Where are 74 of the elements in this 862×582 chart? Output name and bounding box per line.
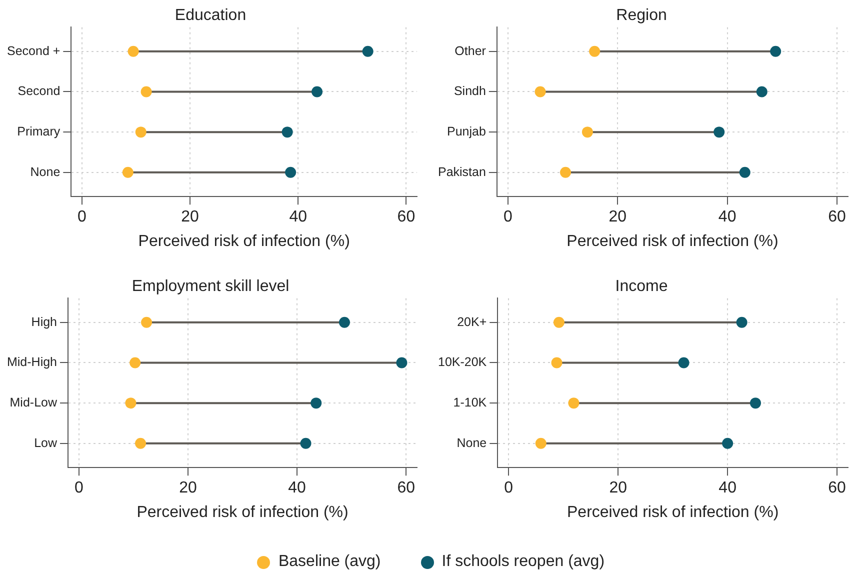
y-tick-label: Other <box>454 44 486 58</box>
y-tick-label: 20K+ <box>457 314 487 329</box>
y-tick-label: None <box>30 164 60 179</box>
point <box>750 398 761 409</box>
point <box>135 438 146 449</box>
point <box>125 398 136 409</box>
point <box>553 316 564 328</box>
x-tick-label: 60 <box>828 480 846 497</box>
point <box>338 316 350 328</box>
point <box>141 316 152 328</box>
y-tick-label: None <box>456 436 487 450</box>
y-tick-label: Punjab <box>447 124 486 139</box>
point <box>582 126 593 138</box>
y-tick-label: Pakistan <box>438 164 486 179</box>
point <box>560 166 572 178</box>
point <box>589 46 600 57</box>
x-tick-label: 60 <box>397 480 416 497</box>
point <box>770 46 782 57</box>
x-tick-label: 0 <box>503 208 512 226</box>
x-tick-label: 0 <box>74 480 84 497</box>
x-tick-label: 0 <box>504 480 514 497</box>
point <box>535 438 546 449</box>
y-tick-label: Sindh <box>454 84 486 98</box>
x-tick-label: 0 <box>78 208 87 226</box>
point <box>568 398 580 409</box>
y-tick-label: High <box>31 314 58 329</box>
chart-title: Region <box>616 7 667 24</box>
point <box>678 357 690 368</box>
point <box>739 166 750 178</box>
x-tick-label: 60 <box>828 208 846 226</box>
legend-label: If schools reopen (avg) <box>442 553 605 571</box>
y-tick-label: Mid-High <box>6 355 58 370</box>
point <box>282 126 293 138</box>
chart-title: Employment skill level <box>132 278 290 296</box>
x-tick-label: 40 <box>288 480 306 497</box>
chart-title: Education <box>174 7 246 24</box>
x-tick-label: 20 <box>609 480 628 497</box>
x-tick-label: 60 <box>397 208 416 226</box>
point <box>722 438 734 449</box>
point <box>714 126 725 138</box>
x-tick-label: 40 <box>289 208 308 226</box>
legend-label: Baseline (avg) <box>278 553 381 571</box>
x-axis-title: Perceived risk of infection (%) <box>567 504 779 521</box>
point <box>551 357 562 368</box>
x-tick-label: 20 <box>608 208 627 226</box>
y-tick-label: Low <box>34 436 58 450</box>
x-tick-label: 40 <box>718 480 737 497</box>
x-tick-label: 20 <box>181 208 200 226</box>
y-tick-label: Primary <box>17 124 61 139</box>
point <box>122 166 134 178</box>
point <box>135 126 146 138</box>
x-axis-title: Perceived risk of infection (%) <box>138 232 350 250</box>
y-tick-label: Second + <box>6 44 60 58</box>
point <box>362 46 374 57</box>
x-tick-label: 20 <box>179 480 197 497</box>
x-axis-title: Perceived risk of infection (%) <box>136 504 348 521</box>
point <box>130 357 141 368</box>
point <box>285 166 296 178</box>
chart-title: Income <box>615 278 668 296</box>
point <box>300 438 312 449</box>
y-tick-label: 1-10K <box>453 396 488 410</box>
x-tick-label: 40 <box>718 208 736 226</box>
point <box>736 316 748 328</box>
point <box>756 86 768 98</box>
point <box>140 86 152 98</box>
y-tick-label: Mid-Low <box>10 396 58 410</box>
point <box>396 357 408 368</box>
point <box>534 86 546 98</box>
point <box>312 86 323 98</box>
point <box>310 398 322 409</box>
y-tick-label: 10K-20K <box>438 355 488 370</box>
point <box>128 46 139 57</box>
x-axis-title: Perceived risk of infection (%) <box>566 232 778 250</box>
y-tick-label: Second <box>18 84 60 98</box>
